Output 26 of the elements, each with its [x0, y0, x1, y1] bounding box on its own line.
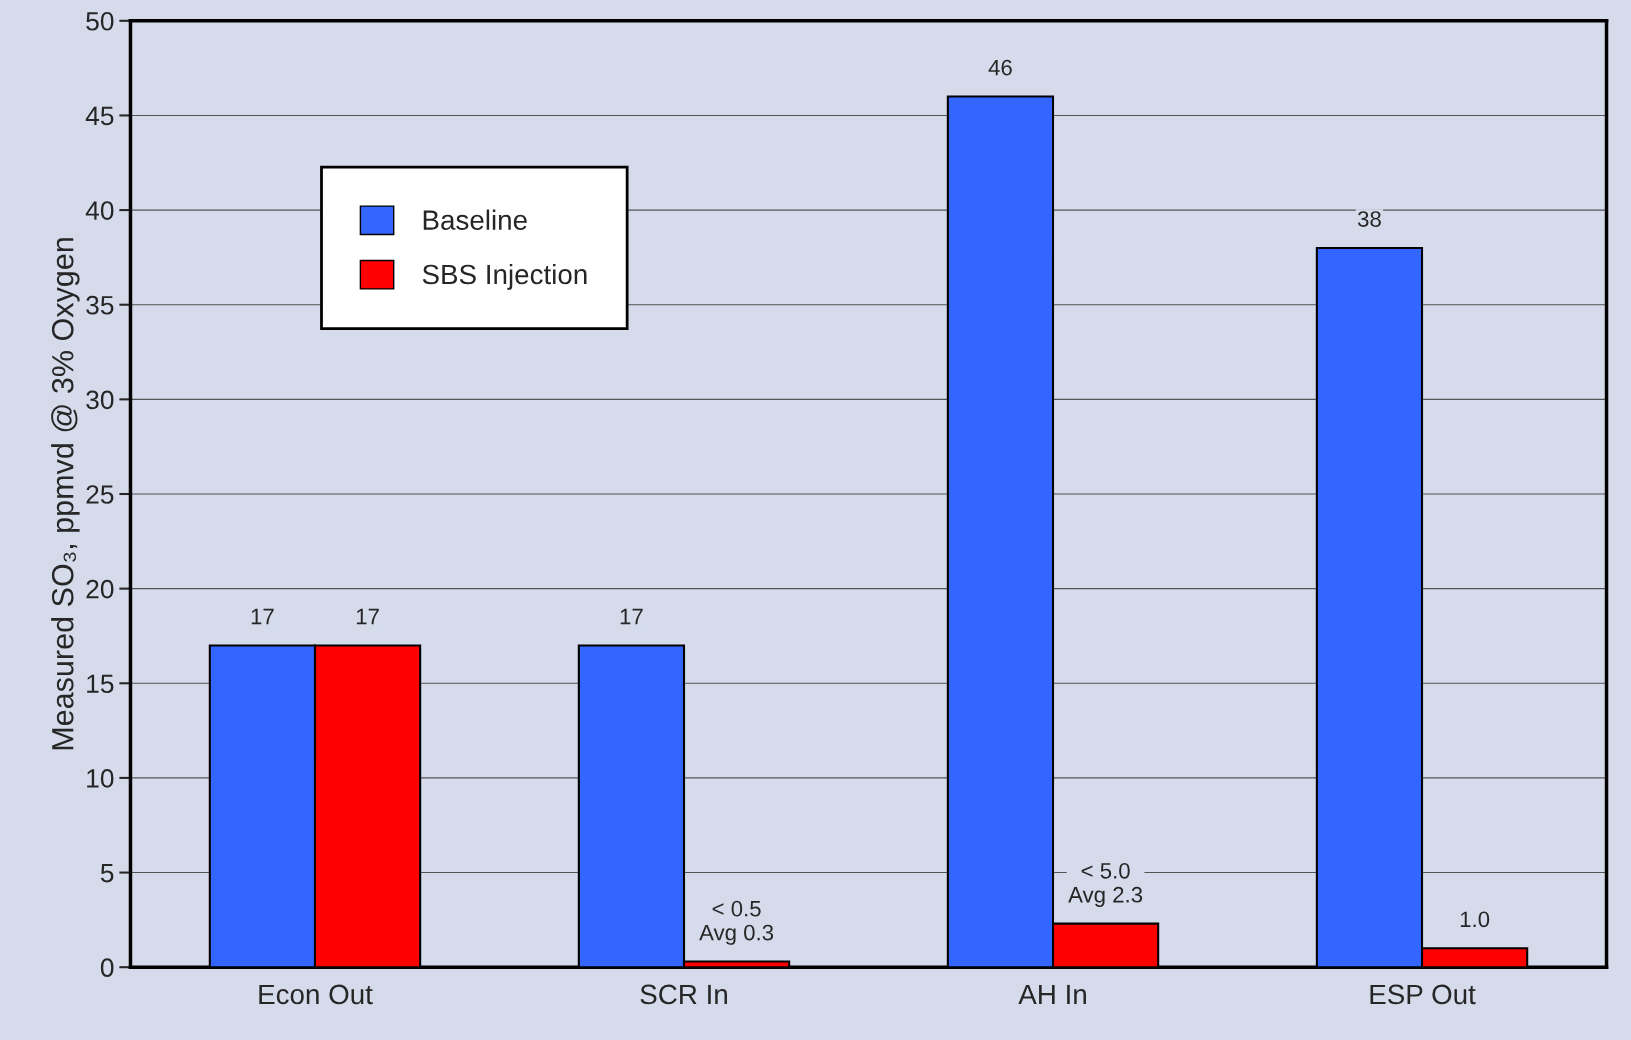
y-axis-title: Measured SO₃, ppmvd @ 3% Oxygen [51, 238, 80, 750]
data-label: 17 [251, 608, 274, 625]
y-tick-label: 30 [86, 390, 114, 410]
data-label: < 0.5 Avg 0.3 [699, 900, 774, 945]
data-label: < 5.0 Avg 2.3 [1068, 862, 1143, 907]
y-tick-label: 5 [100, 863, 114, 883]
y-tick-label: 35 [86, 295, 114, 315]
x-tick-label: ESP Out [1370, 984, 1476, 1005]
y-tick-label: 10 [87, 769, 114, 788]
y-tick-label: 25 [86, 485, 114, 504]
legend-label: SBS Injection [422, 263, 587, 290]
y-tick-label: 15 [87, 674, 114, 694]
y-tick-label: 20 [86, 579, 114, 599]
data-label: 17 [356, 608, 379, 625]
x-tick-label: Econ Out [259, 984, 373, 1005]
data-label: 17 [620, 608, 643, 625]
y-tick-label: 45 [85, 106, 114, 126]
data-label: 38 [1357, 211, 1381, 227]
x-tick-label: AH In [1018, 984, 1086, 1004]
y-tick-label: 50 [86, 11, 114, 31]
data-label: 1.0 [1460, 911, 1490, 928]
legend-label: Baseline [423, 209, 527, 230]
y-tick-label: 0 [100, 958, 114, 978]
y-tick-label: 40 [85, 201, 114, 220]
x-tick-label: SCR In [640, 984, 727, 1005]
data-label: 46 [988, 59, 1012, 76]
